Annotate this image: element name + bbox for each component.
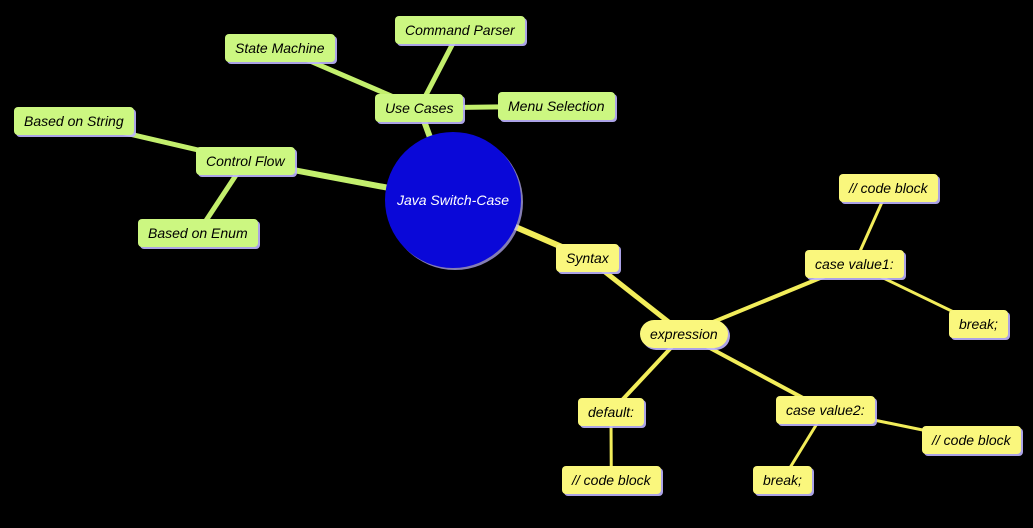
node-break1: break;	[949, 310, 1008, 338]
node-onstring: Based on String	[14, 107, 134, 135]
node-break2: break;	[753, 466, 812, 494]
node-state: State Machine	[225, 34, 335, 62]
node-default: default:	[578, 398, 644, 426]
node-case2: case value2:	[776, 396, 875, 424]
node-ctrlflow: Control Flow	[196, 147, 295, 175]
node-usecases: Use Cases	[375, 94, 463, 122]
node-code3: // code block	[562, 466, 661, 494]
node-code2: // code block	[922, 426, 1021, 454]
node-expression: expression	[640, 320, 728, 348]
node-menusel: Menu Selection	[498, 92, 615, 120]
center-node: Java Switch-Case	[385, 132, 521, 268]
node-code1: // code block	[839, 174, 938, 202]
node-syntax: Syntax	[556, 244, 619, 272]
node-onenum: Based on Enum	[138, 219, 258, 247]
node-cmdparser: Command Parser	[395, 16, 525, 44]
node-case1: case value1:	[805, 250, 904, 278]
